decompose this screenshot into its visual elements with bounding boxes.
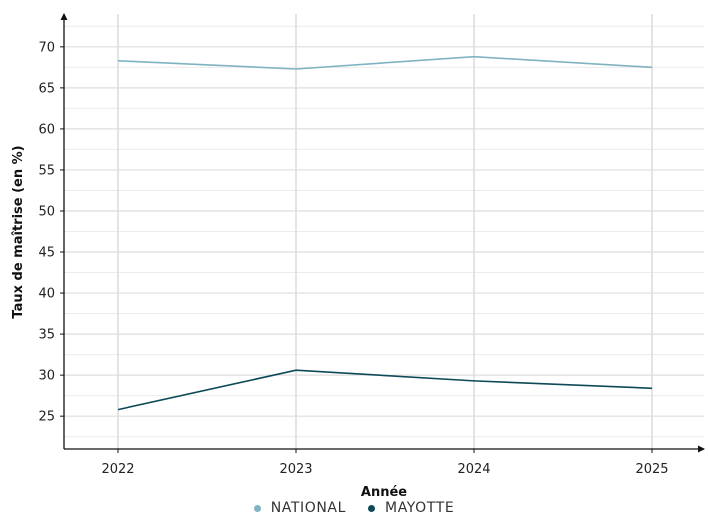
legend-item-national: NATIONAL: [253, 500, 347, 516]
line-chart: 25 30 35 40 45 50 55 60 65 70 2022 2023 2024 2025 Ann…: [11, 13, 705, 500]
series-line-national: [117, 55, 653, 70]
y-tick-label: 30: [38, 369, 55, 384]
y-tick-label: 60: [38, 122, 55, 137]
tick-labels: 25 30 35 40 45 50 55 60 65 70 2022 2023 2024 2025: [38, 40, 668, 477]
x-tick-label: 2023: [279, 462, 312, 477]
x-axis-arrow: [698, 445, 705, 453]
series-lines: [117, 55, 653, 411]
y-tick-label: 55: [38, 163, 55, 178]
y-tick-label: 70: [38, 40, 55, 55]
y-tick-label: 40: [38, 287, 55, 302]
legend: NATIONAL MAYOTTE: [0, 500, 708, 516]
grid: [64, 14, 704, 449]
y-tick-label: 50: [38, 204, 55, 219]
x-tick-label: 2025: [635, 462, 668, 477]
legend-dot-mayotte: [368, 504, 376, 512]
legend-label-mayotte: MAYOTTE: [385, 500, 455, 516]
legend-item-mayotte: MAYOTTE: [368, 500, 454, 516]
x-axis-title: Année: [361, 485, 407, 500]
y-tick-label: 25: [38, 410, 55, 425]
legend-label-national: NATIONAL: [270, 500, 347, 516]
series-line-mayotte: [117, 369, 653, 411]
axes: [60, 13, 705, 453]
y-tick-label: 45: [38, 246, 55, 261]
y-axis-title: Taux de maîtrise (en %): [11, 145, 26, 318]
y-tick-label: 35: [38, 328, 55, 343]
y-axis-arrow: [60, 13, 68, 20]
y-tick-label: 65: [38, 81, 55, 96]
x-tick-label: 2022: [101, 462, 134, 477]
x-tick-label: 2024: [457, 462, 490, 477]
legend-dot-national: [253, 504, 261, 512]
